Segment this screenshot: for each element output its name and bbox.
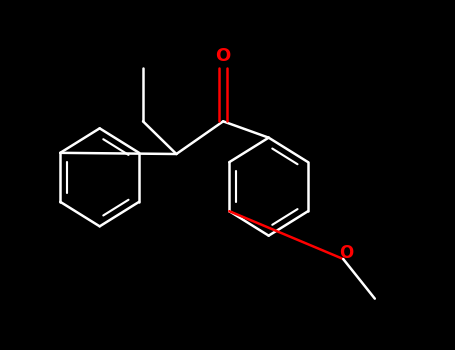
Text: O: O <box>339 244 354 262</box>
Text: O: O <box>216 47 231 65</box>
